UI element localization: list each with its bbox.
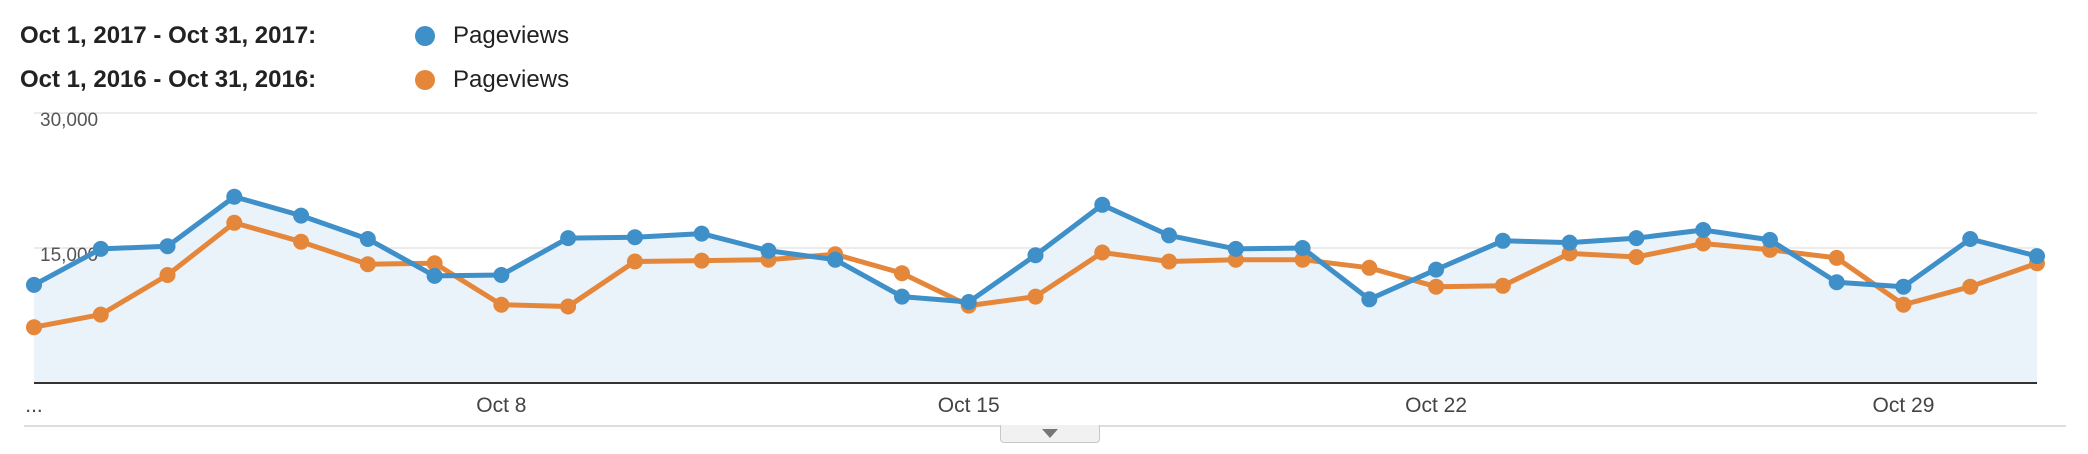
data-point <box>1828 249 1845 266</box>
data-point <box>1628 249 1645 265</box>
caret-down-icon <box>1042 429 1058 438</box>
data-point <box>827 251 844 268</box>
legend-metric-label: Pageviews <box>453 22 570 49</box>
data-point <box>293 233 310 250</box>
x-tick-label: Oct 22 <box>1405 394 1467 417</box>
data-point <box>693 252 710 269</box>
data-point <box>26 276 42 293</box>
data-point <box>159 238 176 255</box>
data-point <box>560 298 577 315</box>
data-point <box>226 214 243 231</box>
data-point <box>1962 231 1979 247</box>
data-point <box>1895 278 1912 295</box>
data-point <box>1294 240 1311 256</box>
data-point <box>1094 196 1111 213</box>
legend-dot-2016 <box>415 70 435 90</box>
y-tick-label: 30,000 <box>40 110 98 131</box>
data-point <box>293 207 310 224</box>
data-point <box>2029 248 2045 265</box>
data-point <box>893 265 910 282</box>
data-point <box>92 240 109 257</box>
x-tick-label: Oct 15 <box>938 394 1000 417</box>
x-tick-label: Oct 8 <box>476 394 526 417</box>
legend-metric-label: Pageviews <box>453 66 570 93</box>
data-point <box>1428 278 1445 295</box>
data-point <box>1161 227 1178 244</box>
data-point <box>960 294 977 310</box>
data-point <box>226 188 243 205</box>
data-point <box>359 231 376 247</box>
data-point <box>1494 232 1511 249</box>
data-point <box>1361 291 1378 308</box>
data-point <box>1027 288 1044 305</box>
data-point <box>426 255 443 272</box>
x-tick-label: Oct 29 <box>1873 394 1935 417</box>
data-point <box>1561 234 1578 251</box>
data-point <box>693 225 710 242</box>
data-point <box>893 288 910 305</box>
data-point <box>1828 274 1845 291</box>
data-point <box>1695 235 1712 252</box>
data-point <box>1027 247 1044 264</box>
legend-range-label: Oct 1, 2016 - Oct 31, 2016: <box>20 66 317 93</box>
data-point <box>359 256 376 273</box>
data-point <box>1628 230 1645 247</box>
data-point <box>1428 261 1445 278</box>
data-point <box>1161 253 1178 270</box>
data-point <box>1962 278 1979 295</box>
data-point <box>626 229 643 246</box>
data-point <box>92 306 109 323</box>
data-point <box>1227 240 1244 257</box>
data-point <box>1294 251 1311 268</box>
data-point <box>493 267 510 283</box>
data-point <box>1494 277 1511 294</box>
legend-dot-2017 <box>415 26 435 46</box>
data-point <box>1094 244 1111 261</box>
data-point <box>560 230 577 247</box>
legend-range-label: Oct 1, 2017 - Oct 31, 2017: <box>20 22 317 49</box>
legend-row-2017[interactable]: Oct 1, 2017 - Oct 31, 2017: Pageviews <box>20 14 569 58</box>
data-point <box>493 296 510 313</box>
data-point <box>26 319 42 336</box>
data-point <box>1761 231 1778 248</box>
data-point <box>1361 259 1378 276</box>
legend-row-2016[interactable]: Oct 1, 2016 - Oct 31, 2016: Pageviews <box>20 58 569 102</box>
data-point <box>760 242 777 259</box>
data-point <box>1695 222 1712 238</box>
data-point <box>1895 296 1912 313</box>
chart-collapse-toggle[interactable] <box>1000 425 1100 443</box>
data-point <box>626 253 643 270</box>
x-tick-label: ... <box>25 394 43 417</box>
data-point <box>159 267 176 283</box>
legend: Oct 1, 2017 - Oct 31, 2017: Pageviews Oc… <box>20 14 569 102</box>
data-point <box>426 267 443 284</box>
